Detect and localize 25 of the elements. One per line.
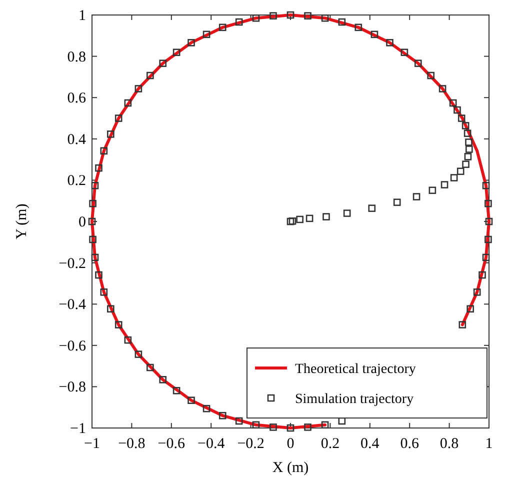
y-axis-title: Y (m) xyxy=(14,204,30,240)
y-tick-label: −0.6 xyxy=(58,338,86,354)
x-tick-label: 0 xyxy=(286,436,294,452)
y-tick-label: −0.4 xyxy=(58,297,86,314)
y-tick-label: 0.6 xyxy=(67,90,86,107)
x-tick-label: 1 xyxy=(485,436,493,452)
x-tick-label: 0.6 xyxy=(400,436,420,452)
y-tick-label: 0.2 xyxy=(67,173,86,190)
y-tick-label: 0.4 xyxy=(67,132,86,148)
x-axis-title: X (m) xyxy=(272,460,309,476)
y-tick-label: 0 xyxy=(78,214,86,230)
y-tick-label: −0.8 xyxy=(58,380,86,396)
x-tick-label: −0.2 xyxy=(237,436,264,452)
y-tick-label: 1 xyxy=(78,8,86,24)
x-tick-label: −0.8 xyxy=(118,436,146,452)
legend-label: Simulation trajectory xyxy=(295,392,414,407)
y-tick-label: −0.2 xyxy=(58,256,86,272)
legend-label: Theoretical trajectory xyxy=(295,362,416,377)
x-tick-label: 0.4 xyxy=(360,436,380,452)
x-tick-label: −0.6 xyxy=(158,436,186,452)
y-tick-label: −1 xyxy=(70,421,86,437)
y-tick-label: 0.8 xyxy=(67,49,86,66)
x-tick-label: 0.2 xyxy=(320,436,340,452)
x-tick-label: −0.4 xyxy=(197,436,226,452)
x-tick-label: 0.8 xyxy=(440,436,459,452)
